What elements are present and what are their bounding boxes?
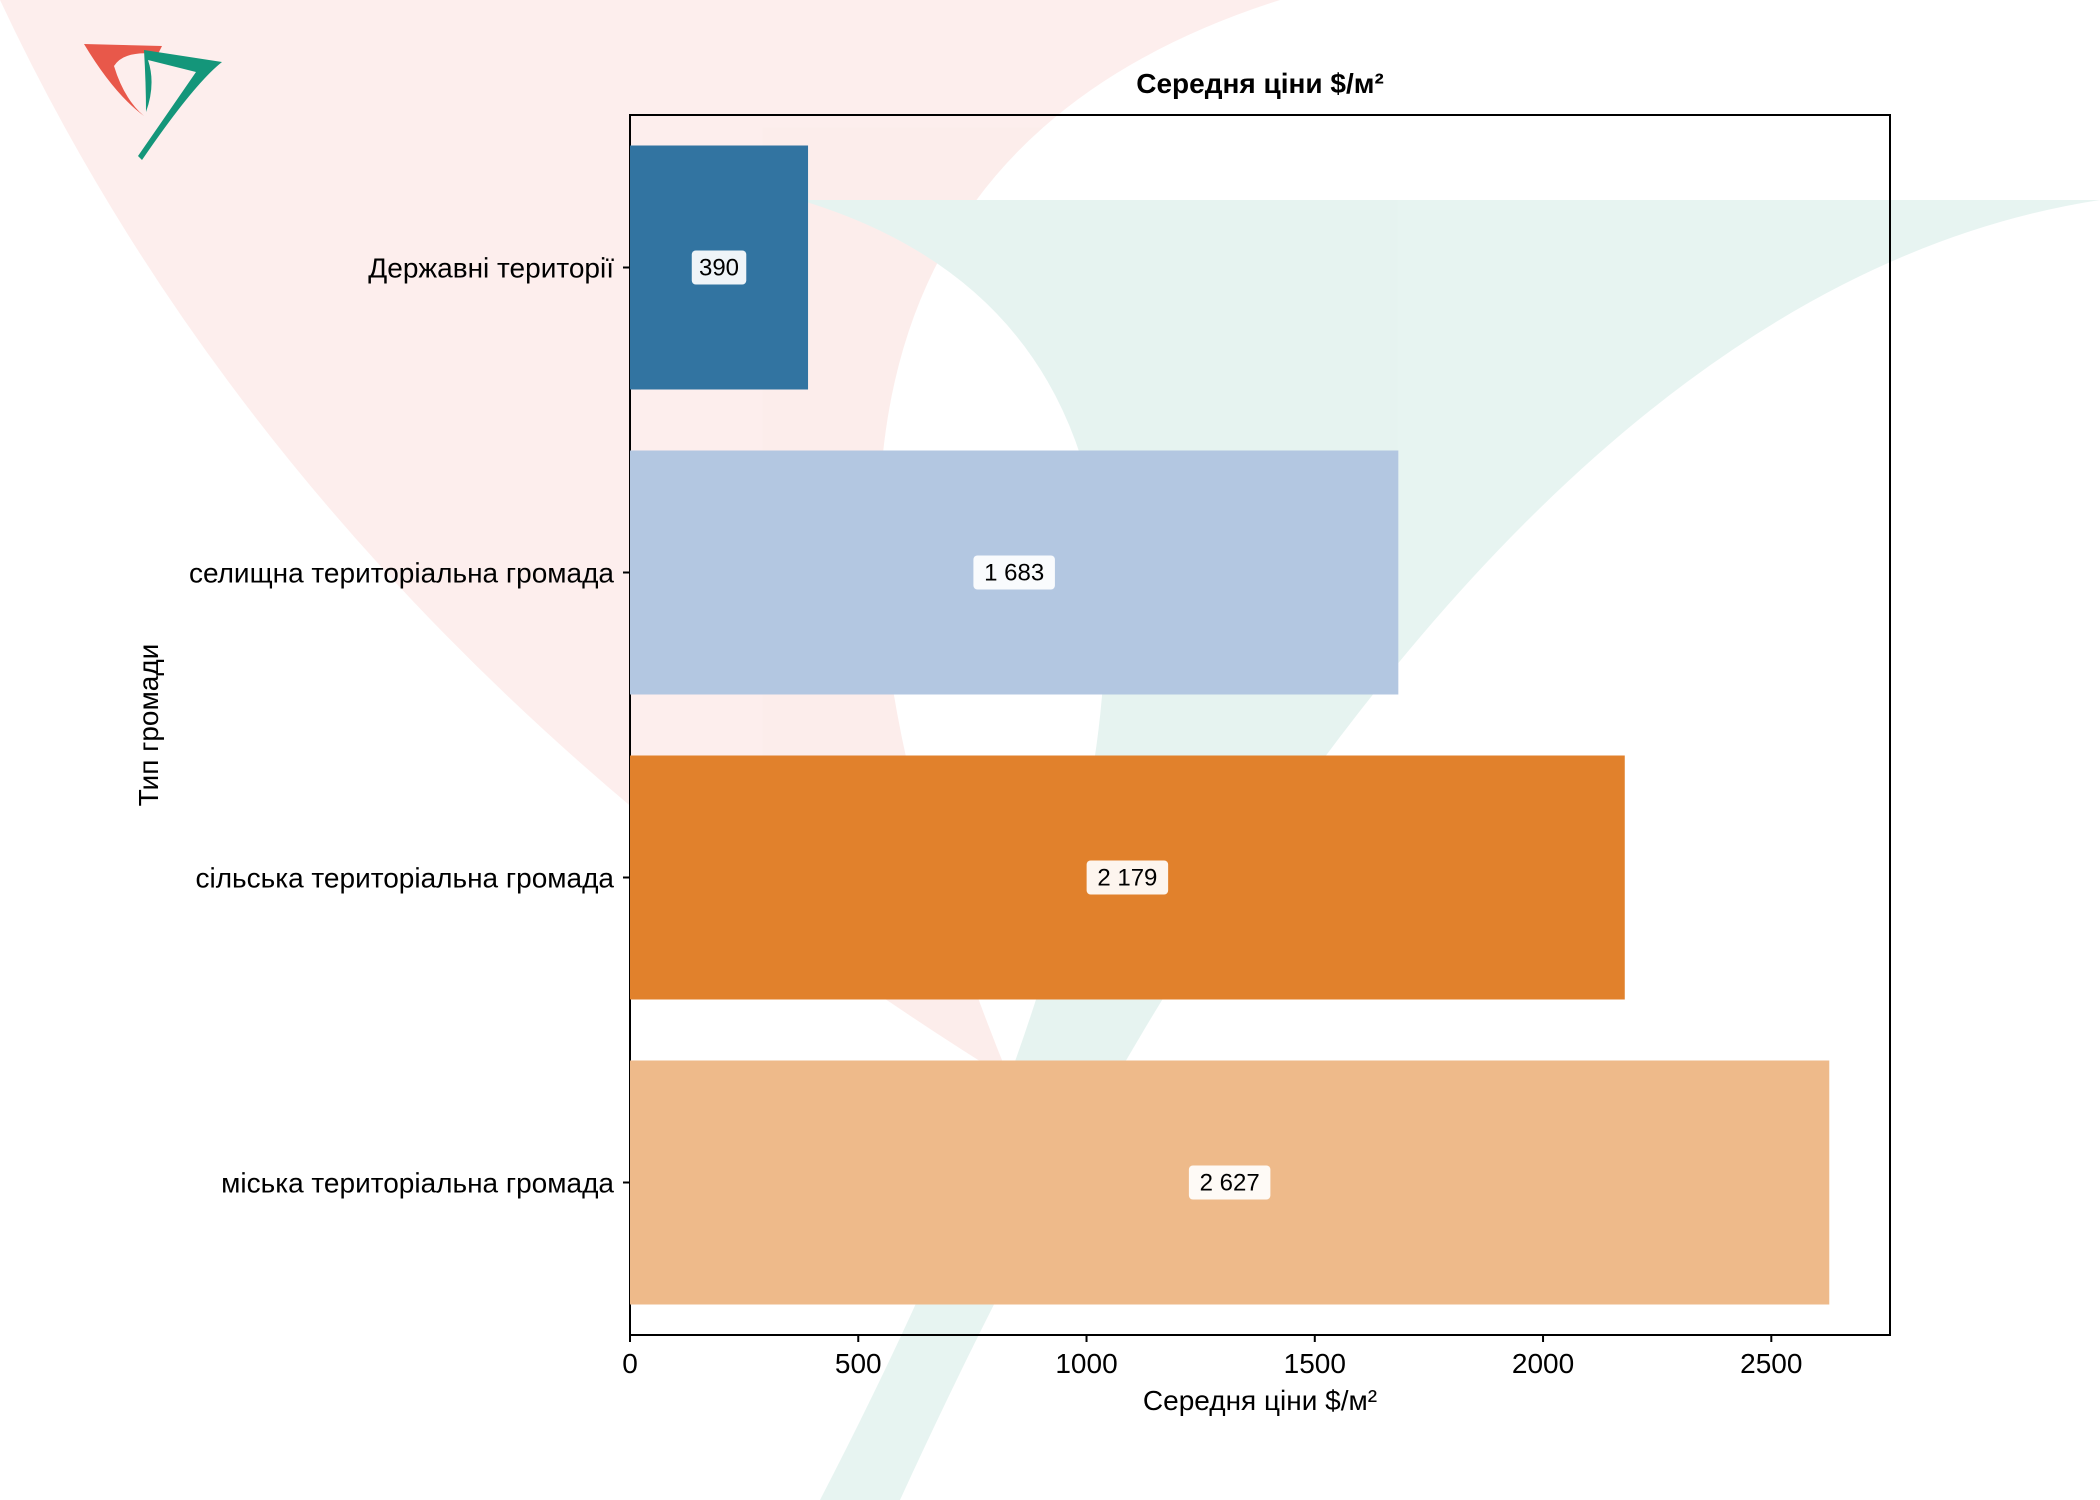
- value-label-box: [973, 555, 1055, 590]
- chart-title: Середня ціни $/м²: [1136, 68, 1384, 99]
- value-label-text: 2 179: [1097, 865, 1157, 892]
- logo-icon: [84, 44, 222, 160]
- value-label: 1 683: [973, 555, 1055, 590]
- value-label-box: [691, 250, 747, 285]
- y-axis-ticks: Державні території селищна територіальна …: [189, 253, 630, 1199]
- logo-green-part: [138, 50, 222, 160]
- y-tick-label: Державні території: [368, 253, 614, 284]
- y-tick-label: селищна територіальна громада: [189, 558, 614, 589]
- plot-frame: [629, 114, 1891, 1336]
- value-labels-layer: 390 1 683 2 179 2 627: [691, 250, 1271, 1200]
- x-tick-label: 0: [622, 1348, 638, 1379]
- value-label-box: [1188, 1165, 1271, 1200]
- x-axis-label: Середня ціни $/м²: [1143, 1385, 1377, 1416]
- value-label-text: 1 683: [984, 560, 1044, 587]
- value-label: 2 179: [1086, 860, 1169, 895]
- value-label-text: 390: [699, 255, 739, 282]
- x-tick-label: 2000: [1512, 1348, 1574, 1379]
- value-label: 2 627: [1188, 1165, 1271, 1200]
- value-label-box: [1086, 860, 1169, 895]
- x-tick-label: 1500: [1284, 1348, 1346, 1379]
- y-tick-label: сільська територіальна громада: [195, 863, 614, 894]
- x-tick-label: 2500: [1740, 1348, 1802, 1379]
- y-tick-label: міська територіальна громада: [221, 1168, 614, 1199]
- value-label-text: 2 627: [1200, 1170, 1260, 1197]
- logo-red-part: [84, 44, 162, 116]
- x-tick-label: 1000: [1055, 1348, 1117, 1379]
- value-label: 390: [691, 250, 747, 285]
- y-axis-label: Тип громади: [133, 644, 164, 807]
- x-axis-ticks: 0 500 1000 1500 2000 2500: [622, 1335, 1802, 1379]
- x-tick-label: 500: [835, 1348, 882, 1379]
